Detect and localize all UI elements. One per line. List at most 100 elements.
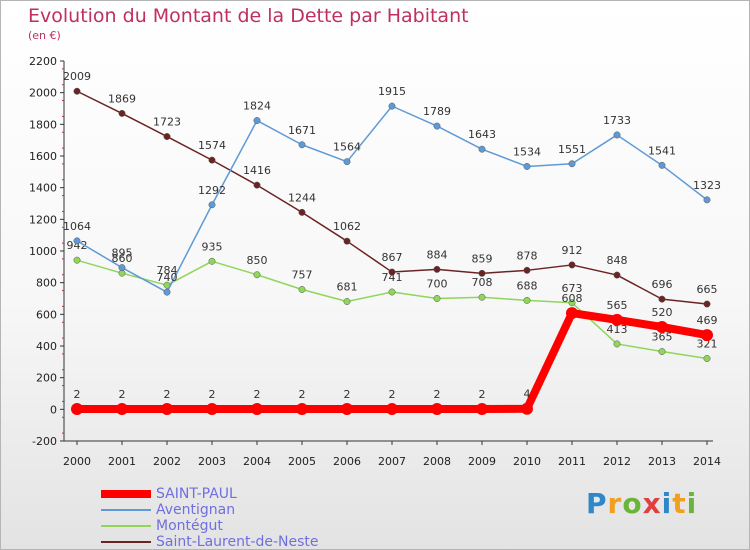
data-label-saint-laurent-de-neste: 878	[517, 249, 538, 262]
data-label-montegut: 935	[202, 240, 223, 253]
data-point-montegut	[253, 271, 261, 279]
data-label-saint-paul: 2	[209, 388, 216, 401]
y-tick-label: 400	[36, 340, 57, 353]
data-label-aventignan: 1733	[603, 114, 631, 127]
data-point-saint-paul	[161, 403, 173, 416]
data-label-montegut: 700	[427, 278, 448, 291]
data-label-montegut: 365	[652, 331, 673, 344]
data-label-saint-paul: 2	[299, 388, 306, 401]
data-point-aventignan	[208, 201, 216, 209]
data-label-saint-laurent-de-neste: 1723	[153, 116, 181, 129]
y-tick-label: 2000	[29, 87, 57, 100]
x-tick-label: 2000	[63, 455, 91, 468]
data-point-aventignan	[388, 102, 396, 110]
data-point-montegut	[478, 293, 486, 301]
data-point-saint-laurent-de-neste	[658, 295, 666, 303]
data-label-montegut: 741	[382, 271, 403, 284]
data-label-saint-paul: 2	[389, 388, 396, 401]
legend-label-saint-laurent-de-neste: Saint-Laurent-de-Neste	[156, 534, 319, 550]
data-point-aventignan	[568, 160, 576, 168]
data-label-saint-laurent-de-neste: 2009	[63, 70, 91, 83]
data-label-saint-paul: 2	[344, 388, 351, 401]
x-tick-label: 2001	[108, 455, 136, 468]
data-label-saint-laurent-de-neste: 1244	[288, 191, 316, 204]
data-label-saint-laurent-de-neste: 912	[562, 244, 583, 257]
data-point-saint-paul	[701, 329, 713, 342]
data-label-aventignan: 1541	[648, 144, 676, 157]
data-point-saint-paul	[521, 402, 533, 415]
data-point-saint-laurent-de-neste	[433, 265, 441, 273]
data-point-aventignan	[523, 163, 531, 170]
data-label-aventignan: 1789	[423, 105, 451, 118]
data-label-montegut: 688	[517, 279, 538, 292]
data-point-saint-paul	[116, 403, 128, 416]
x-tick-label: 2007	[378, 455, 406, 468]
x-tick-label: 2011	[558, 455, 586, 468]
data-label-saint-paul: 2	[479, 388, 486, 401]
data-point-saint-paul	[476, 403, 488, 416]
y-tick-label: 1000	[29, 245, 57, 258]
data-label-saint-paul: 2	[74, 388, 81, 401]
data-point-aventignan	[343, 158, 351, 166]
data-point-saint-paul	[71, 403, 83, 416]
data-point-montegut	[433, 295, 441, 302]
data-point-aventignan	[253, 117, 261, 124]
series-aventignan: 1064 895 740 1292 1824 1671 1564 1915 1789 1643 15…	[63, 85, 721, 296]
legend-swatch-aventignan	[101, 509, 151, 511]
proxiti-logo: Proxiti	[586, 487, 698, 520]
data-label-saint-paul: 469	[697, 314, 718, 327]
data-label-saint-paul: 2	[434, 388, 441, 401]
data-label-aventignan: 1915	[378, 85, 406, 98]
data-label-montegut: 784	[157, 264, 178, 277]
x-tick-label: 2014	[693, 455, 721, 468]
data-point-montegut	[658, 348, 666, 355]
data-label-aventignan: 1292	[198, 184, 226, 197]
data-label-montegut: 413	[607, 323, 628, 336]
y-tick-label: 1200	[29, 213, 57, 226]
y-tick-label: 200	[36, 372, 57, 385]
data-point-aventignan	[298, 141, 306, 149]
data-point-montegut	[613, 340, 621, 348]
data-point-saint-laurent-de-neste	[613, 271, 621, 279]
legend-label-montegut: Montégut	[156, 518, 223, 534]
data-label-saint-laurent-de-neste: 1869	[108, 92, 136, 105]
data-label-saint-paul: 565	[607, 299, 628, 312]
series-saint-laurent-de-neste: 2009 1869 1723 1574 1416 1244 1062 867 884 859 878…	[63, 70, 718, 308]
data-label-saint-laurent-de-neste: 867	[382, 251, 403, 264]
data-label-aventignan: 740	[157, 271, 178, 284]
data-label-aventignan: 1534	[513, 145, 541, 158]
data-point-montegut	[703, 355, 711, 362]
y-tick-label: 1800	[29, 118, 57, 131]
data-point-saint-paul	[656, 321, 668, 333]
series-layer: 2009 1869 1723 1574 1416 1244 1062 867 884 859 878…	[63, 70, 721, 416]
chart-axes: -200 0 200 400 600 800 1000 1200 1400 1600 1800 200…	[29, 55, 721, 468]
data-point-saint-laurent-de-neste	[343, 237, 351, 245]
x-tick-label: 2005	[288, 455, 316, 468]
data-label-aventignan: 1323	[693, 179, 721, 192]
data-point-aventignan	[658, 161, 666, 169]
data-point-saint-paul	[386, 403, 398, 416]
data-point-saint-paul	[296, 403, 308, 416]
y-tick-label: 2200	[29, 55, 57, 68]
x-tick-label: 2009	[468, 455, 496, 468]
data-point-saint-laurent-de-neste	[118, 109, 126, 117]
data-label-montegut: 942	[67, 239, 88, 252]
chart-subtitle: (en €)	[28, 29, 61, 42]
data-point-aventignan	[613, 131, 621, 139]
data-point-aventignan	[73, 237, 81, 245]
data-label-aventignan: 895	[112, 247, 133, 260]
x-tick-label: 2003	[198, 455, 226, 468]
data-point-saint-paul	[341, 403, 353, 416]
data-label-saint-paul: 2	[164, 388, 171, 401]
data-label-saint-laurent-de-neste: 1574	[198, 139, 226, 152]
y-tick-label: 800	[36, 277, 57, 290]
data-point-saint-paul	[431, 403, 443, 416]
data-point-aventignan	[118, 264, 126, 272]
data-label-saint-laurent-de-neste: 1062	[333, 220, 361, 233]
data-label-saint-laurent-de-neste: 1416	[243, 164, 271, 177]
data-point-saint-laurent-de-neste	[703, 300, 711, 308]
data-point-saint-paul	[611, 313, 623, 326]
data-point-saint-laurent-de-neste	[523, 266, 531, 274]
data-label-saint-laurent-de-neste: 848	[607, 254, 628, 267]
